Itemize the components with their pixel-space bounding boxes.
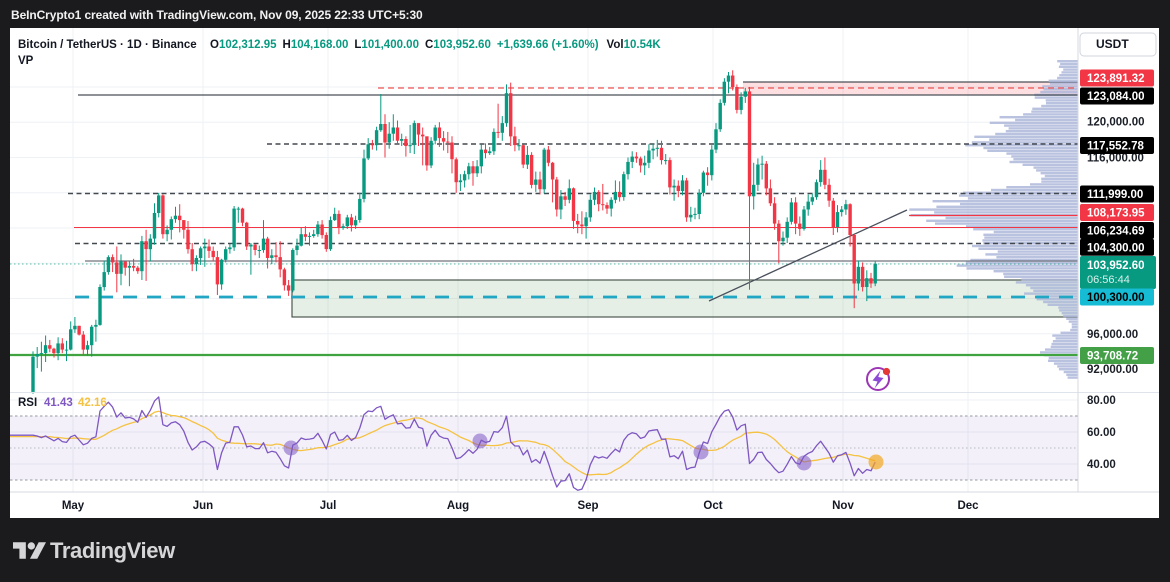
svg-text:Dec: Dec xyxy=(957,500,979,512)
svg-text:Sep: Sep xyxy=(577,500,598,512)
svg-text:96,000.00: 96,000.00 xyxy=(1087,329,1138,341)
svg-text:Jul: Jul xyxy=(320,500,337,512)
svg-text:93,708.72: 93,708.72 xyxy=(1087,351,1138,363)
svg-text:123,891.32: 123,891.32 xyxy=(1087,73,1145,85)
svg-text:108,173.95: 108,173.95 xyxy=(1087,208,1145,220)
svg-text:111,999.00: 111,999.00 xyxy=(1087,189,1143,201)
svg-text:May: May xyxy=(62,500,85,512)
svg-text:104,300.00: 104,300.00 xyxy=(1087,242,1145,254)
svg-text:USDT: USDT xyxy=(1096,37,1129,51)
svg-text:Jun: Jun xyxy=(193,500,213,512)
svg-text:42.16: 42.16 xyxy=(78,397,107,409)
svg-text:Aug: Aug xyxy=(447,500,469,512)
svg-text:106,234.69: 106,234.69 xyxy=(1087,226,1145,238)
svg-text:80.00: 80.00 xyxy=(1087,395,1116,407)
svg-text:60.00: 60.00 xyxy=(1087,427,1116,439)
svg-text:103,952.60: 103,952.60 xyxy=(1087,260,1145,272)
svg-text:117,552.78: 117,552.78 xyxy=(1087,141,1145,153)
svg-text:Oct: Oct xyxy=(703,500,722,512)
svg-text:41.43: 41.43 xyxy=(44,397,73,409)
svg-text:116,000.00: 116,000.00 xyxy=(1087,153,1144,165)
svg-text:120,000.00: 120,000.00 xyxy=(1087,117,1145,129)
svg-text:Bitcoin / TetherUS · 1D · Bina: Bitcoin / TetherUS · 1D · Binance xyxy=(18,39,197,51)
svg-text:Nov: Nov xyxy=(832,500,854,512)
svg-text:92,000.00: 92,000.00 xyxy=(1087,364,1138,376)
svg-text:123,084.00: 123,084.00 xyxy=(1087,91,1145,103)
svg-text:40.00: 40.00 xyxy=(1087,459,1116,471)
svg-text:VP: VP xyxy=(18,55,34,67)
svg-text:06:56:44: 06:56:44 xyxy=(1087,274,1130,286)
svg-text:100,300.00: 100,300.00 xyxy=(1087,292,1145,304)
svg-text:RSI: RSI xyxy=(18,397,37,409)
